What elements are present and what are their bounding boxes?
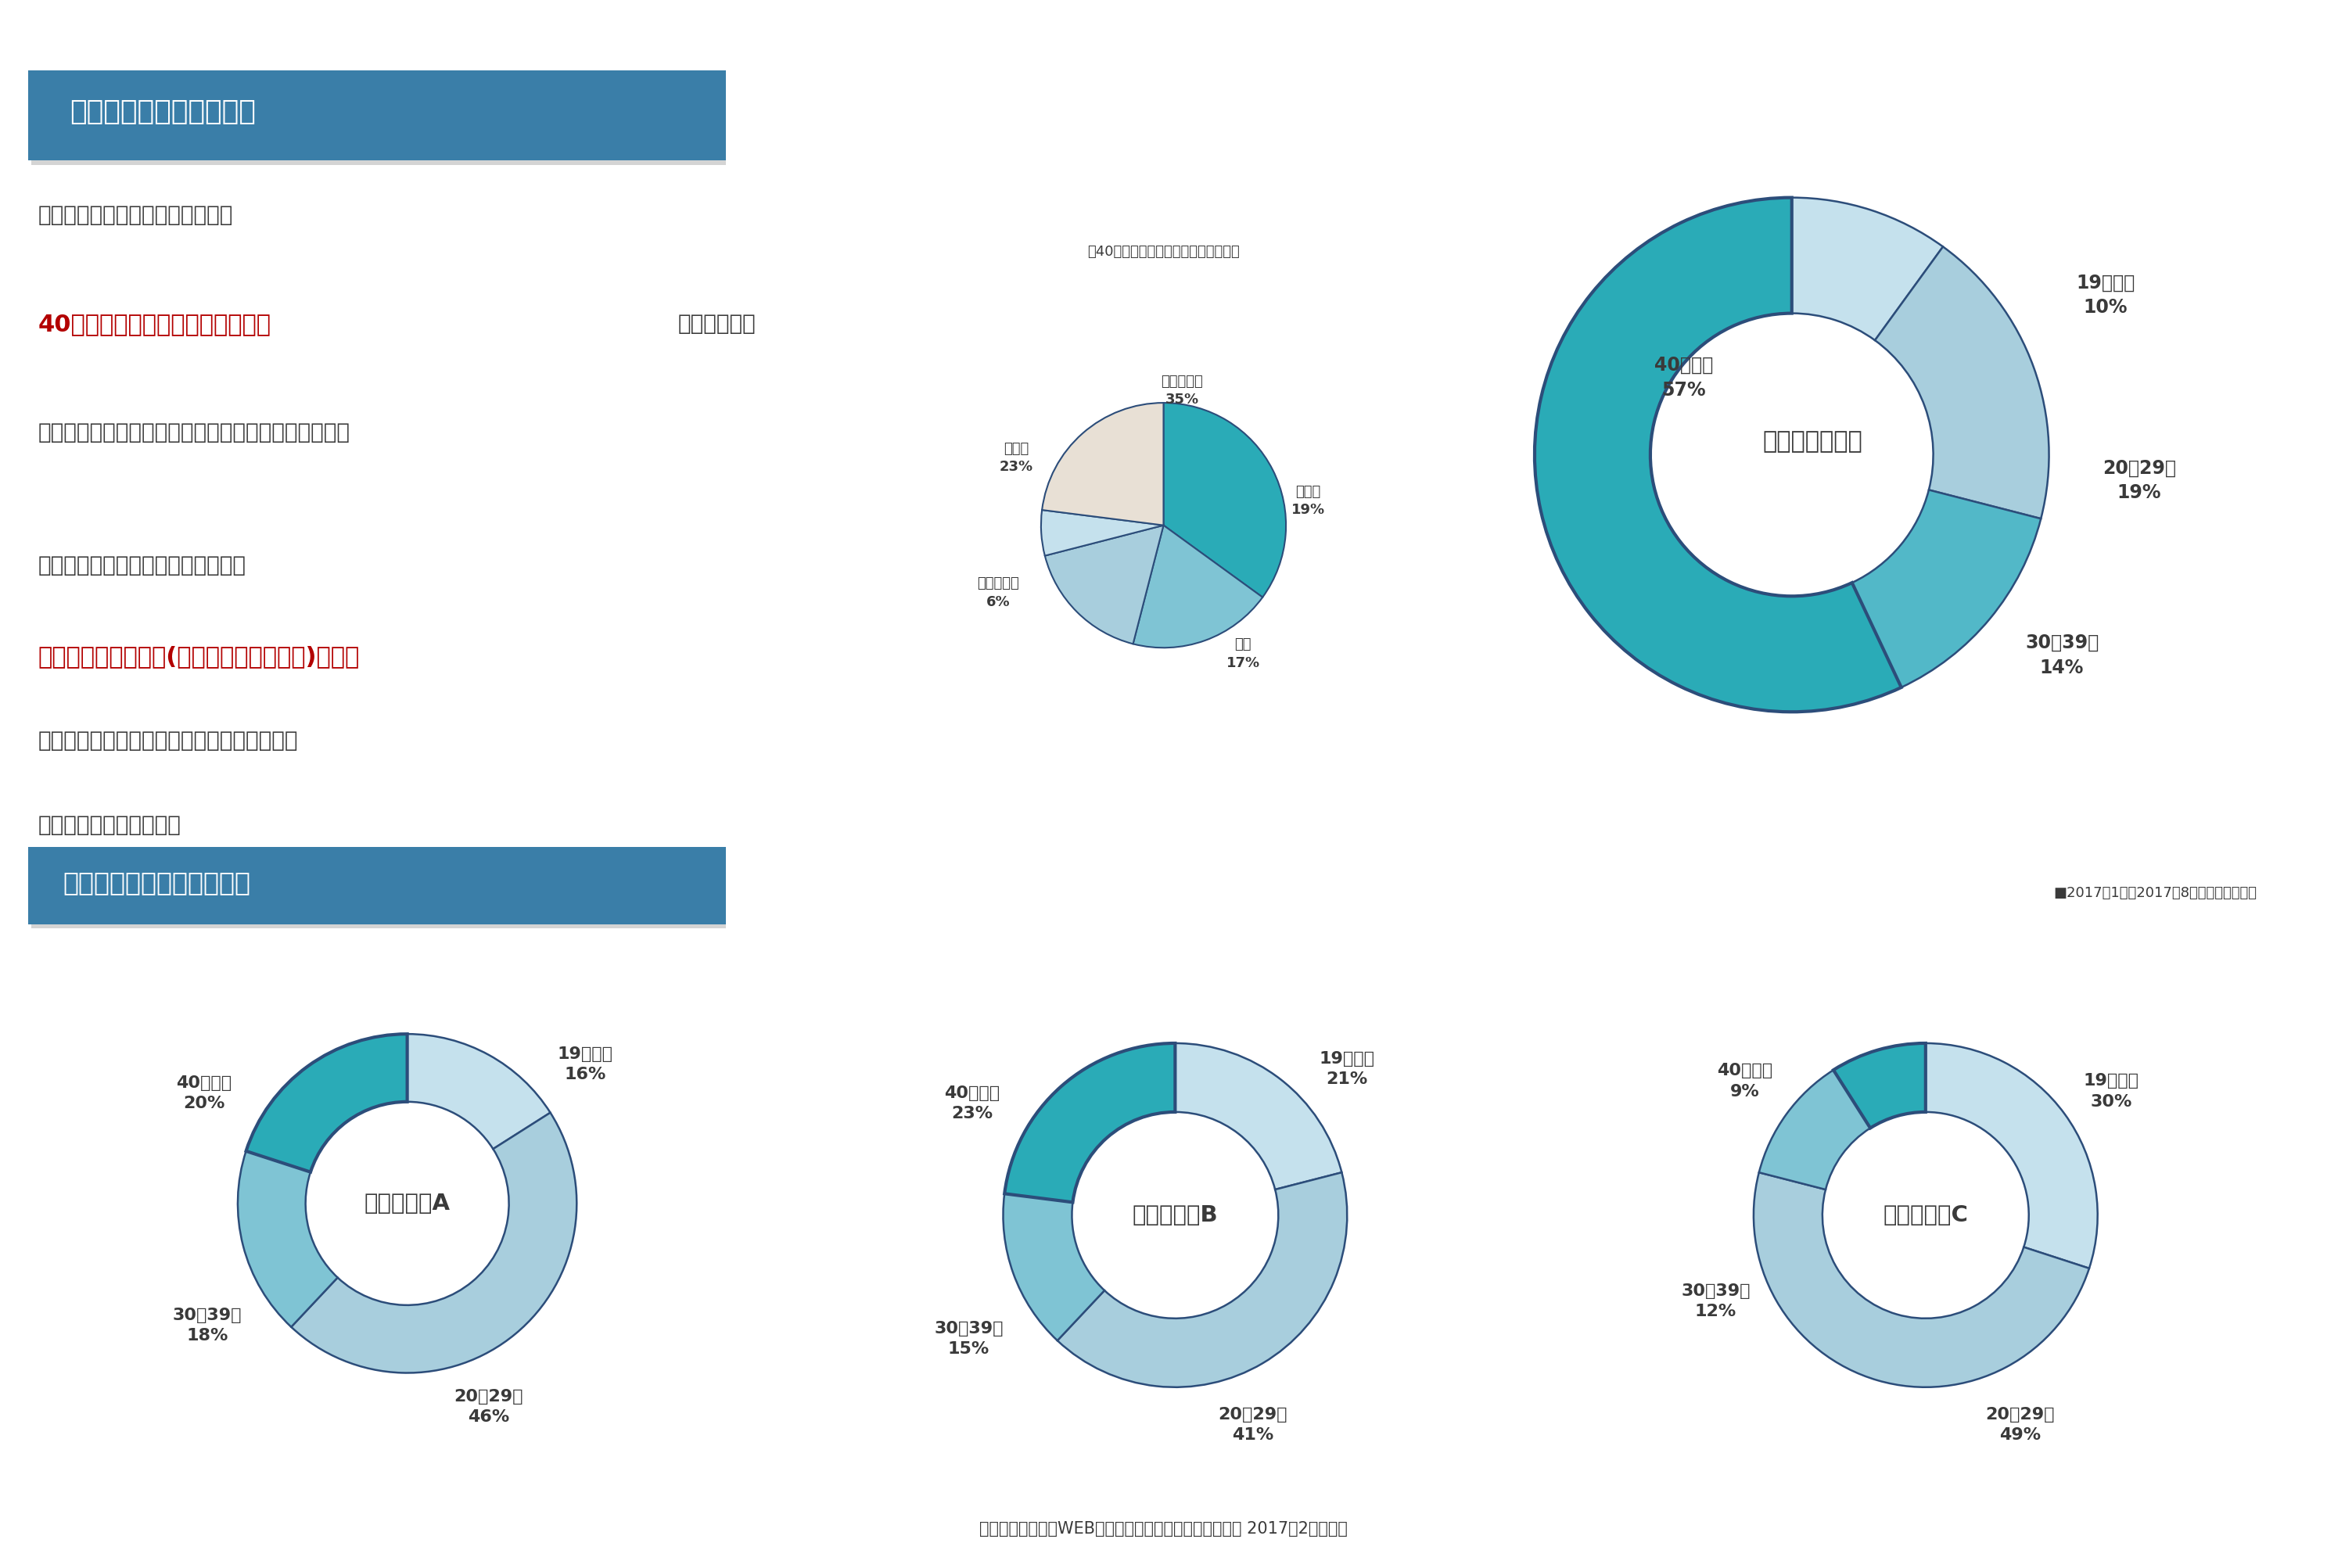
Wedge shape — [1040, 510, 1164, 555]
Text: 40歳以上
57%: 40歳以上 57% — [1654, 356, 1713, 400]
Text: 30～39歳
14%: 30～39歳 14% — [2024, 633, 2099, 677]
Text: 20～29歳
46%: 20～29歳 46% — [454, 1389, 524, 1425]
Text: 40歳以上
9%: 40歳以上 9% — [1717, 1063, 1773, 1099]
Text: 若年層・学生中心の求人活動から、: 若年層・学生中心の求人活動から、 — [37, 555, 247, 577]
Wedge shape — [1056, 1173, 1347, 1388]
Text: 20～29歳
41%: 20～29歳 41% — [1217, 1406, 1287, 1443]
Text: フリーター
6%: フリーター 6% — [977, 577, 1019, 608]
Text: 40歳以上
23%: 40歳以上 23% — [945, 1085, 1001, 1121]
Text: 無職
17%: 無職 17% — [1226, 638, 1259, 670]
Wedge shape — [1133, 525, 1264, 648]
Text: 40歳以上
20%: 40歳以上 20% — [177, 1076, 233, 1112]
FancyBboxPatch shape — [33, 853, 731, 928]
Text: 20～29歳
49%: 20～29歳 49% — [1985, 1406, 2055, 1443]
Text: 19歳以下
30%: 19歳以下 30% — [2083, 1073, 2139, 1110]
Text: 下がると想定されます。: 下がると想定されます。 — [37, 814, 182, 836]
Text: 19歳以下
21%: 19歳以下 21% — [1319, 1051, 1375, 1087]
Text: 求人サイトC: 求人サイトC — [1883, 1204, 1969, 1226]
Text: 他のバイト求人サイトと比べても: 他のバイト求人サイトと比べても — [37, 204, 233, 226]
Text: 求人サイトA: 求人サイトA — [365, 1193, 449, 1214]
Wedge shape — [1042, 403, 1164, 525]
Text: 40歳以上の求職者が積極的に利用: 40歳以上の求職者が積極的に利用 — [37, 314, 272, 336]
Wedge shape — [1834, 1043, 1927, 1127]
Text: その中でも主婦・主夫層の割合が高いのが現状です。: その中でも主婦・主夫層の割合が高いのが現状です。 — [37, 422, 351, 444]
Text: 30～39歳
18%: 30～39歳 18% — [172, 1308, 242, 1344]
FancyBboxPatch shape — [28, 71, 726, 160]
Text: 20～29歳
19%: 20～29歳 19% — [2101, 459, 2176, 502]
FancyBboxPatch shape — [28, 847, 726, 924]
Text: その他
23%: その他 23% — [1001, 442, 1033, 474]
Text: 出典：各サイトがWEB上で発表している資料より抜粋（ 2017年2月時点）: 出典：各サイトがWEB上で発表している資料より抜粋（ 2017年2月時点） — [980, 1521, 1347, 1537]
Wedge shape — [1792, 198, 1943, 340]
Wedge shape — [1164, 403, 1287, 597]
Text: 40歳以上の女性応募者の属性割合」: 40歳以上の女性応募者の属性割合」 — [1087, 245, 1240, 259]
Text: シフトワークスの利用者: シフトワークスの利用者 — [70, 99, 256, 125]
Wedge shape — [1175, 1043, 1343, 1190]
Wedge shape — [237, 1151, 337, 1327]
Wedge shape — [1876, 246, 2050, 519]
Text: 19歳以下
10%: 19歳以下 10% — [2076, 273, 2134, 317]
Wedge shape — [407, 1033, 549, 1149]
Wedge shape — [1045, 525, 1164, 644]
Text: ミドル・シニア世代(主婦層・ブランク層)の活用: ミドル・シニア世代(主婦層・ブランク層)の活用 — [37, 644, 361, 668]
Wedge shape — [247, 1033, 407, 1171]
Text: ■2017年1月～2017年8月の応募者データ: ■2017年1月～2017年8月の応募者データ — [2055, 886, 2257, 900]
Text: 19歳以下
16%: 19歳以下 16% — [558, 1046, 612, 1082]
Wedge shape — [1924, 1043, 2097, 1269]
FancyBboxPatch shape — [33, 78, 731, 165]
Wedge shape — [1533, 198, 1901, 712]
Text: しています。: しています。 — [677, 314, 756, 336]
Wedge shape — [1003, 1193, 1105, 1341]
Wedge shape — [1005, 1043, 1175, 1203]
Wedge shape — [291, 1113, 577, 1374]
Wedge shape — [1755, 1173, 2090, 1388]
Text: 求人サイトB: 求人サイトB — [1133, 1204, 1217, 1226]
Wedge shape — [1852, 489, 2041, 687]
Text: 30～39歳
15%: 30～39歳 15% — [933, 1320, 1003, 1358]
Text: 会社員
19%: 会社員 19% — [1291, 485, 1324, 517]
Text: を行なうことで、応募獲得～採用の難易度が: を行なうことで、応募獲得～採用の難易度が — [37, 729, 298, 751]
Wedge shape — [1759, 1069, 1871, 1190]
Text: 他社サイトの年代別データ: 他社サイトの年代別データ — [63, 870, 251, 895]
Text: シフトワークス: シフトワークス — [1762, 431, 1862, 453]
Text: 主婦・主夫
35%: 主婦・主夫 35% — [1161, 375, 1203, 406]
Text: 30～39歳
12%: 30～39歳 12% — [1680, 1283, 1750, 1319]
